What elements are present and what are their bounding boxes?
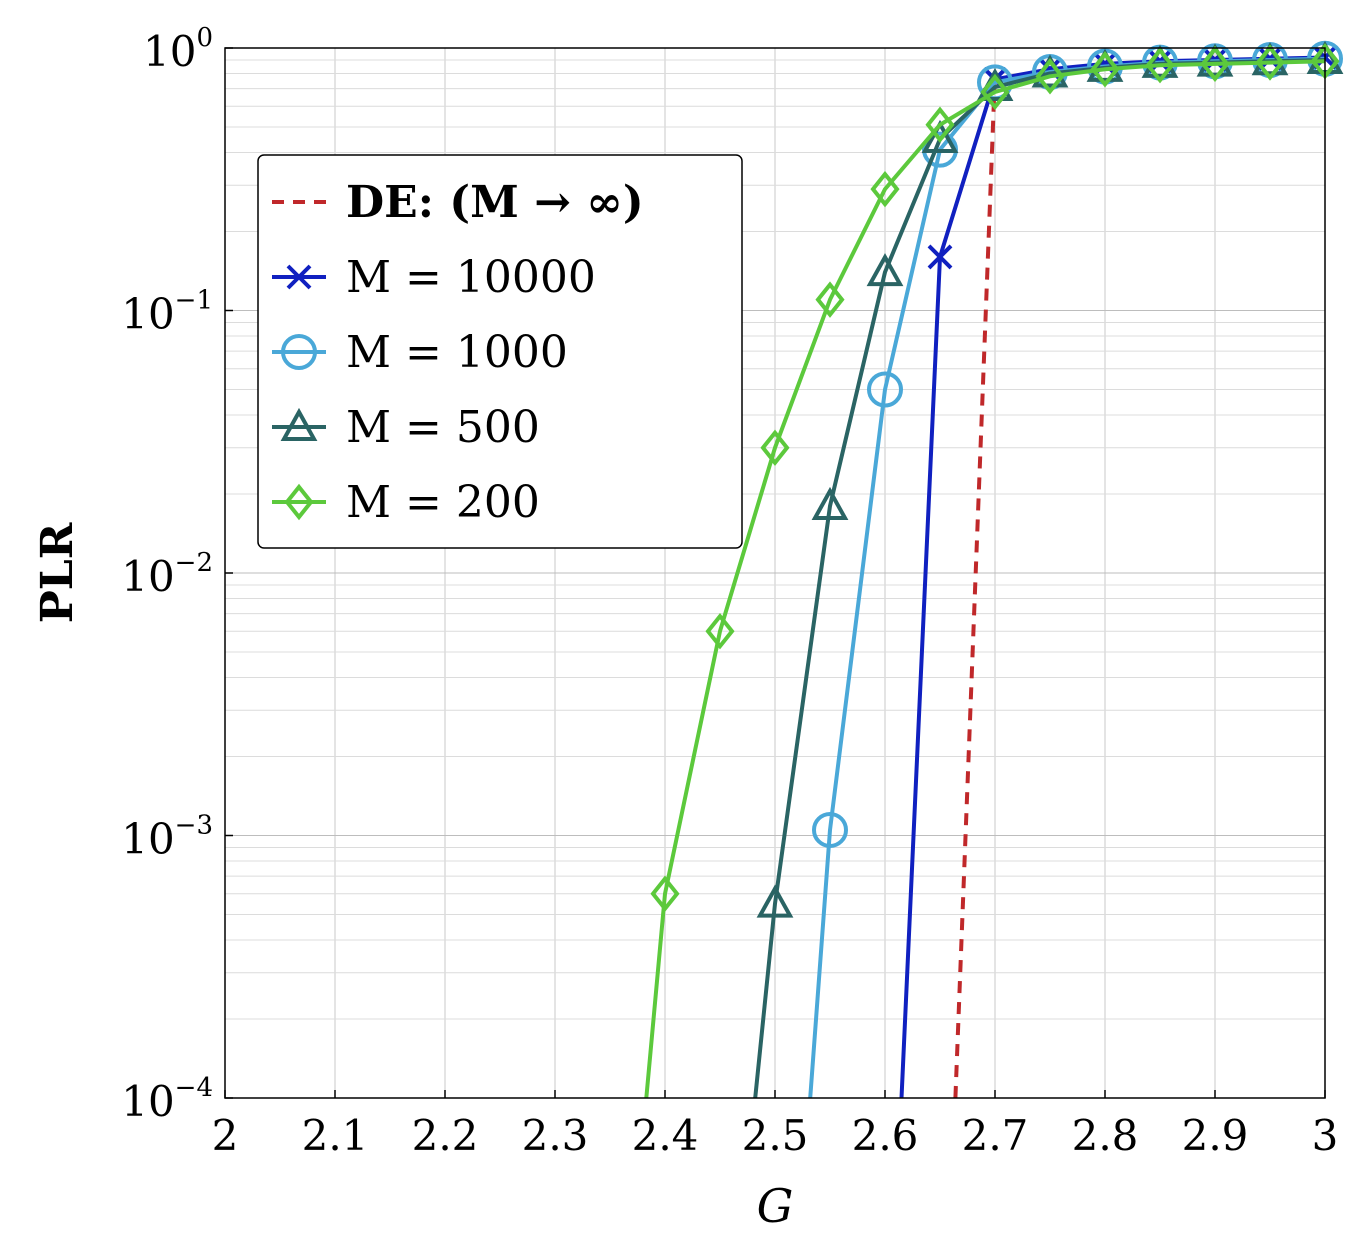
x-tick-label: 3 — [1312, 1111, 1339, 1160]
data-point-diamond-marker — [1200, 45, 1230, 83]
series-line — [953, 73, 997, 1099]
legend-entry: M = 500 — [272, 402, 540, 453]
legend-label: M = 10000 — [346, 252, 596, 303]
y-tick-base: 10 — [121, 552, 174, 601]
legend-entry: M = 10000 — [272, 252, 596, 303]
data-point-diamond-marker — [925, 106, 955, 143]
y-tick-exponent: −2 — [175, 548, 213, 578]
y-tick-base: 10 — [121, 815, 174, 864]
data-point-x-marker — [286, 264, 312, 290]
series-layer — [644, 40, 1344, 1099]
x-tick-label: 2.4 — [632, 1111, 699, 1160]
y-tick-exponent: −3 — [175, 811, 213, 841]
data-point-diamond-marker — [1090, 51, 1120, 88]
x-tick-label: 2.2 — [412, 1111, 479, 1160]
data-point-diamond-marker — [650, 875, 680, 912]
data-point-triangle-marker — [280, 407, 318, 441]
y-tick-label: 10−3 — [121, 811, 213, 864]
data-point-diamond-marker — [760, 429, 790, 466]
y-tick-label: 100 — [143, 23, 213, 76]
data-point-triangle-marker — [866, 253, 904, 287]
data-point-circle-marker — [867, 371, 903, 408]
data-point-diamond-marker — [1035, 58, 1065, 95]
x-tick-label: 2 — [212, 1111, 239, 1160]
data-point-triangle-marker — [921, 119, 959, 154]
legend: DE: (M → ∞) M = 10000 M = 1000 M = 500 M = 2… — [257, 154, 743, 549]
legend-label: M = 200 — [346, 477, 540, 528]
data-point-triangle-marker — [756, 884, 794, 918]
data-point-triangle-marker — [811, 486, 849, 520]
series-de-m- — [953, 73, 997, 1099]
y-tick-label: 10−4 — [121, 1073, 213, 1126]
legend-entry: DE: (M → ∞) — [272, 177, 644, 228]
y-tick-exponent: −1 — [175, 286, 213, 316]
series-line — [644, 59, 1326, 1099]
y-tick-base: 10 — [143, 27, 196, 76]
data-point-circle-marker — [812, 811, 848, 848]
data-point-diamond-marker — [815, 281, 845, 318]
x-tick-label: 2.5 — [742, 1111, 809, 1160]
legend-label: DE: (M → ∞) — [346, 177, 644, 228]
data-point-diamond-marker — [1255, 44, 1285, 81]
y-tick-label: 10−1 — [121, 286, 213, 339]
x-tick-label: 2.8 — [1072, 1111, 1139, 1160]
y-axis-title: PLR — [32, 522, 83, 623]
legend-entry: M = 1000 — [272, 327, 568, 378]
legend-label: M = 500 — [346, 402, 540, 453]
data-point-diamond-marker — [1145, 46, 1175, 84]
data-point-diamond-marker — [870, 170, 900, 208]
data-point-diamond-marker — [705, 613, 735, 650]
x-tick-label: 2.7 — [962, 1111, 1029, 1160]
x-tick-label: 2.9 — [1182, 1111, 1249, 1160]
x-tick-label: 2.1 — [302, 1111, 369, 1160]
legend-box — [257, 154, 743, 549]
y-tick-base: 10 — [121, 1077, 174, 1126]
x-axis-ticks: 2 2.1 2.2 2.3 2.4 2.5 2.6 2.7 2.8 2.9 3 — [212, 1090, 1339, 1160]
y-tick-base: 10 — [121, 290, 174, 339]
x-tick-label: 2.3 — [522, 1111, 589, 1160]
legend-entry: M = 200 — [272, 477, 540, 528]
series-line — [808, 56, 1326, 1099]
y-tick-label: 10−2 — [121, 548, 213, 601]
y-tick-exponent: −4 — [175, 1073, 213, 1103]
legend-label: M = 1000 — [346, 327, 568, 378]
y-tick-exponent: 0 — [196, 23, 213, 53]
series-line — [899, 55, 1326, 1099]
data-point-diamond-marker — [980, 73, 1010, 111]
x-tick-label: 2.6 — [852, 1111, 919, 1160]
x-axis-title: G — [757, 1179, 794, 1233]
data-point-diamond-marker — [284, 483, 314, 521]
data-point-circle-marker — [281, 334, 317, 370]
data-point-x-marker — [927, 244, 953, 270]
series-line — [753, 58, 1326, 1099]
